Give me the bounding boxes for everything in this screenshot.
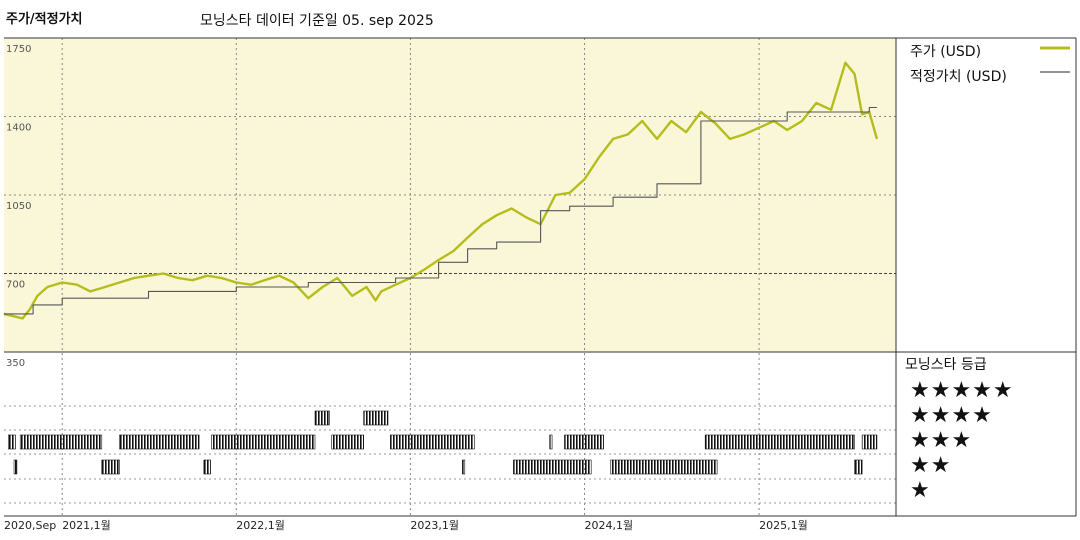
data-date-caption: 모닝스타 데이터 기준일 05. sep 2025 (200, 13, 434, 29)
fair-value-line (4, 106, 877, 315)
rating-block-3-star (861, 434, 878, 450)
rating-block-3-star (549, 434, 553, 450)
rating-4-stars: ★★★★ (910, 403, 993, 428)
rating-block-2-star (462, 459, 466, 475)
rating-1-star: ★ (910, 478, 931, 503)
gridlines (4, 116, 896, 196)
rating-block-2-star (854, 459, 863, 475)
y-tick-label: 1400 (6, 123, 31, 134)
rating-area-background (4, 352, 896, 516)
rating-block-4-star (314, 410, 330, 426)
x-tick-label: 2024,1월 (585, 519, 634, 532)
rating-block-4-star (363, 410, 389, 426)
rating-block-3-star (704, 434, 855, 450)
legend-fair-label: 적정가치 (USD) (910, 69, 1007, 85)
rating-block-3-star (331, 434, 364, 450)
rating-3-stars: ★★★ (910, 428, 973, 453)
x-tick-label: 2021,1월 (62, 519, 111, 532)
rating-block-3-star (19, 434, 103, 450)
x-tick-label: 2020,Sep (4, 519, 56, 532)
y-tick-label: 1050 (6, 201, 31, 212)
legend-price-label: 주가 (USD) (910, 44, 982, 60)
rating-block-3-star (7, 434, 16, 450)
rating-block-2-star (203, 459, 211, 475)
rating-block-2-star (101, 459, 120, 475)
rating-block-3-star (119, 434, 200, 450)
y-tick-label: 700 (6, 280, 25, 291)
y-tick-label: 350 (6, 358, 25, 369)
rating-2-stars: ★★ (910, 453, 952, 478)
rating-5-stars: ★★★★★ (910, 378, 1014, 403)
x-tick-label: 2025,1월 (759, 519, 808, 532)
x-tick-label: 2023,1월 (410, 519, 459, 532)
rating-block-2-star (13, 459, 18, 475)
rating-panel-title: 모닝스타 등급 (905, 357, 987, 373)
y-tick-label: 1750 (6, 44, 31, 55)
price-line (3, 61, 879, 320)
rating-block-3-star (390, 434, 475, 450)
rating-block-3-star (211, 434, 316, 450)
rating-block-2-star (513, 459, 592, 475)
rating-block-3-star (564, 434, 604, 450)
x-tick-label: 2022,1월 (236, 519, 285, 532)
rating-block-2-star (610, 459, 718, 475)
chart-section-title: 주가/적정가치 (6, 12, 83, 27)
